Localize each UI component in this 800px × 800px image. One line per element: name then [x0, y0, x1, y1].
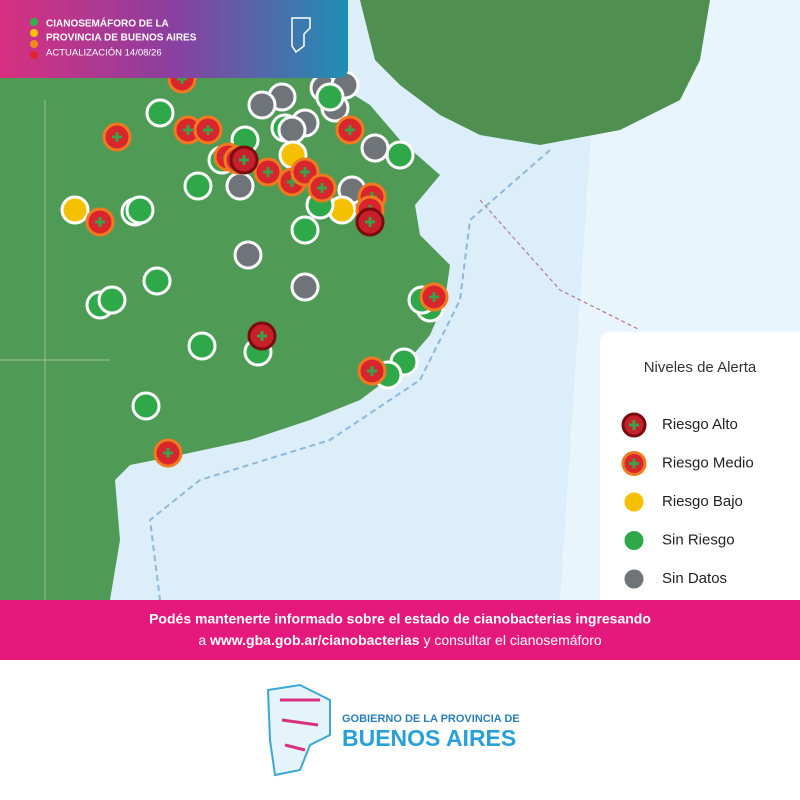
legend-label: Sin Riesgo [662, 531, 735, 548]
banner-text: y consultar el cianosemáforo [423, 632, 601, 648]
legend-label: Riesgo Alto [662, 416, 738, 433]
banner-text: a www.gba.gob.ar/cianobacterias y consul… [198, 632, 602, 648]
marker [247, 90, 277, 120]
header-panel [0, 0, 348, 78]
marker [142, 266, 172, 296]
marker [60, 195, 90, 225]
banner-text: Podés mantenerte informado sobre el esta… [149, 611, 651, 627]
legend-items: Riesgo Alto Riesgo Medio Riesgo Bajo Sin Ri… [621, 412, 754, 592]
icon [30, 29, 38, 37]
marker-cross [112, 132, 122, 142]
marker-cross [263, 167, 273, 177]
marker-cross [163, 448, 173, 458]
marker-cross [345, 125, 355, 135]
footer [0, 660, 800, 800]
marker [315, 82, 345, 112]
marker-cross [203, 125, 213, 135]
marker-cross [257, 331, 267, 341]
land-uruguay [360, 0, 710, 145]
header-title: CIANOSEMÁFORO DE LA [46, 17, 169, 30]
marker [290, 272, 320, 302]
province-border [0, 100, 110, 600]
marker [125, 195, 155, 225]
marker [621, 566, 647, 592]
footer-logo [266, 683, 331, 777]
marker-cross [367, 366, 377, 376]
marker [621, 489, 647, 515]
marker [277, 115, 307, 145]
marker-cross [629, 420, 639, 430]
marker [145, 98, 175, 128]
marker [385, 140, 415, 170]
icon [30, 40, 38, 48]
marker-cross [95, 217, 105, 227]
legend-box [600, 332, 800, 612]
marker [97, 285, 127, 315]
marker-cross [239, 155, 249, 165]
border-line [479, 199, 641, 331]
legend-label: Sin Datos [662, 570, 727, 587]
maritime-limit [148, 149, 551, 601]
header-title: PROVINCIA DE BUENOS AIRES [46, 33, 197, 44]
legend-title: Niveles de Alerta [644, 359, 757, 376]
marker [225, 171, 255, 201]
banner-text: a [198, 632, 206, 648]
marker-cross [629, 458, 639, 469]
marker-cross [365, 217, 375, 227]
marker [233, 240, 263, 270]
logo [291, 17, 311, 54]
marker [183, 171, 213, 201]
banner [0, 600, 800, 660]
marker [187, 331, 217, 361]
legend-label: Riesgo Bajo [662, 493, 743, 510]
icon [30, 18, 38, 26]
header-update: ACTUALIZACIÓN 14/08/26 [46, 48, 162, 59]
marker-cross [429, 292, 439, 302]
marker-cross [183, 125, 193, 135]
footer-org: BUENOS AIRES [342, 725, 516, 751]
marker [621, 528, 647, 553]
marker [131, 391, 161, 421]
icon [30, 51, 38, 59]
marker-cross [300, 167, 310, 177]
legend-label: Riesgo Medio [662, 454, 754, 471]
footer-logo [280, 698, 320, 752]
marker [360, 133, 390, 163]
banner-link: www.gba.gob.ar/cianobacterias [209, 632, 420, 648]
marker [290, 215, 320, 245]
marker-cross [317, 183, 327, 193]
footer-org: GOBIERNO DE LA PROVINCIA DE [342, 713, 520, 725]
